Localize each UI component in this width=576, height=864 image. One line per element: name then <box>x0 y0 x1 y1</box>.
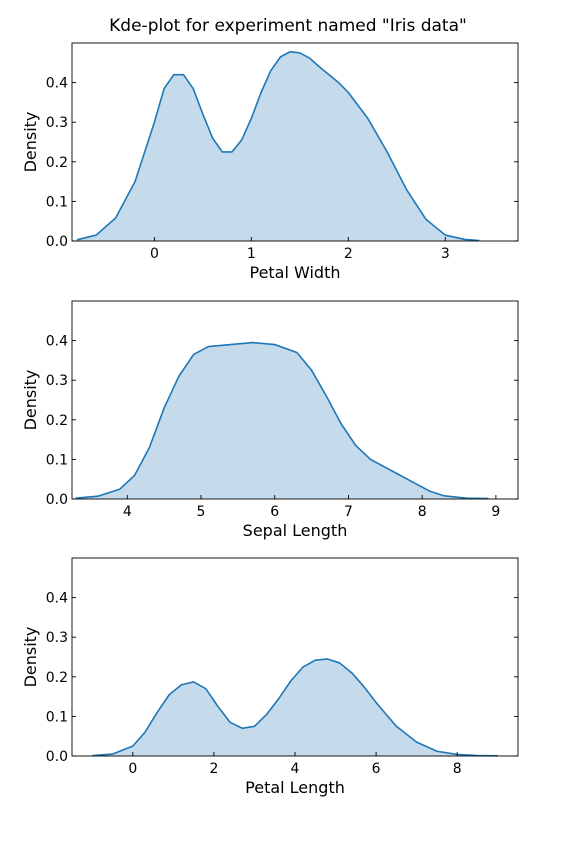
petal-width-x-tick-label: 0 <box>150 246 159 262</box>
petal-width-y-tick-label: 0.2 <box>46 155 68 171</box>
sepal-length-x-tick-label: 4 <box>123 504 132 520</box>
sepal-length-y-axis-label: Density <box>21 370 40 431</box>
petal-width-x-axis-label: Petal Width <box>249 263 340 282</box>
petal-width-x-tick-label: 3 <box>441 246 450 262</box>
sepal-length-y-tick-label: 0.3 <box>46 373 68 389</box>
sepal-length-axes-frame <box>71 300 519 500</box>
petal-width-kde-plot: 0 1 2 3 0.0 0.1 0.2 0.3 0.4 Petal Width Density <box>21 42 519 282</box>
sepal-length-kde-plot: 4 5 6 7 8 9 0.0 0.1 0.2 0.3 0.4 Sepal Length Density <box>21 300 519 540</box>
petal-width-x-tick-label: 2 <box>344 246 353 262</box>
petal-width-axes-frame <box>71 42 519 242</box>
sepal-length-y-tick-label: 0.2 <box>46 413 68 429</box>
petal-length-x-axis-label: Petal Length <box>245 778 345 797</box>
petal-width-y-tick-label: 0.3 <box>46 115 68 131</box>
petal-width-y-tick-label: 0.0 <box>46 234 68 250</box>
petal-length-y-tick-label: 0.1 <box>46 709 68 725</box>
sepal-length-x-axis-label: Sepal Length <box>243 521 348 540</box>
sepal-length-x-tick-label: 8 <box>418 504 427 520</box>
sepal-length-y-tick-label: 0.4 <box>46 334 68 350</box>
petal-length-x-tick-label: 4 <box>291 761 300 777</box>
petal-width-y-tick-label: 0.1 <box>46 194 68 210</box>
petal-width-y-axis-label: Density <box>21 112 40 173</box>
sepal-length-kde-area <box>75 342 489 499</box>
petal-length-x-tick-label: 0 <box>128 761 137 777</box>
figure-title: Kde-plot for experiment named "Iris data… <box>109 16 467 36</box>
petal-length-y-tick-label: 0.3 <box>46 630 68 646</box>
petal-length-x-tick-label: 6 <box>372 761 381 777</box>
sepal-length-x-tick-label: 9 <box>491 504 500 520</box>
sepal-length-kde-line <box>75 341 489 500</box>
petal-length-kde-plot: 0 2 4 6 8 0.0 0.1 0.2 0.3 0.4 Petal Length Density <box>21 557 519 797</box>
sepal-length-y-tick-label: 0.0 <box>46 492 68 508</box>
petal-length-y-tick-label: 0.4 <box>46 591 68 607</box>
sepal-length-y-tick-label: 0.1 <box>46 452 68 468</box>
petal-width-y-tick-label: 0.4 <box>46 76 68 92</box>
petal-length-y-tick-label: 0.0 <box>46 749 68 765</box>
sepal-length-x-tick-label: 5 <box>197 504 206 520</box>
petal-width-kde-area <box>76 51 480 242</box>
petal-length-x-tick-label: 8 <box>453 761 462 777</box>
petal-length-x-tick-label: 2 <box>209 761 218 777</box>
sepal-length-x-tick-label: 7 <box>344 504 353 520</box>
petal-length-y-axis-label: Density <box>21 627 40 688</box>
petal-width-kde-line <box>76 50 480 242</box>
sepal-length-x-tick-label: 6 <box>270 504 279 520</box>
petal-length-kde-area <box>92 658 498 756</box>
petal-length-y-tick-label: 0.2 <box>46 670 68 686</box>
petal-width-x-tick-label: 1 <box>247 246 256 262</box>
petal-length-kde-line <box>92 658 498 757</box>
